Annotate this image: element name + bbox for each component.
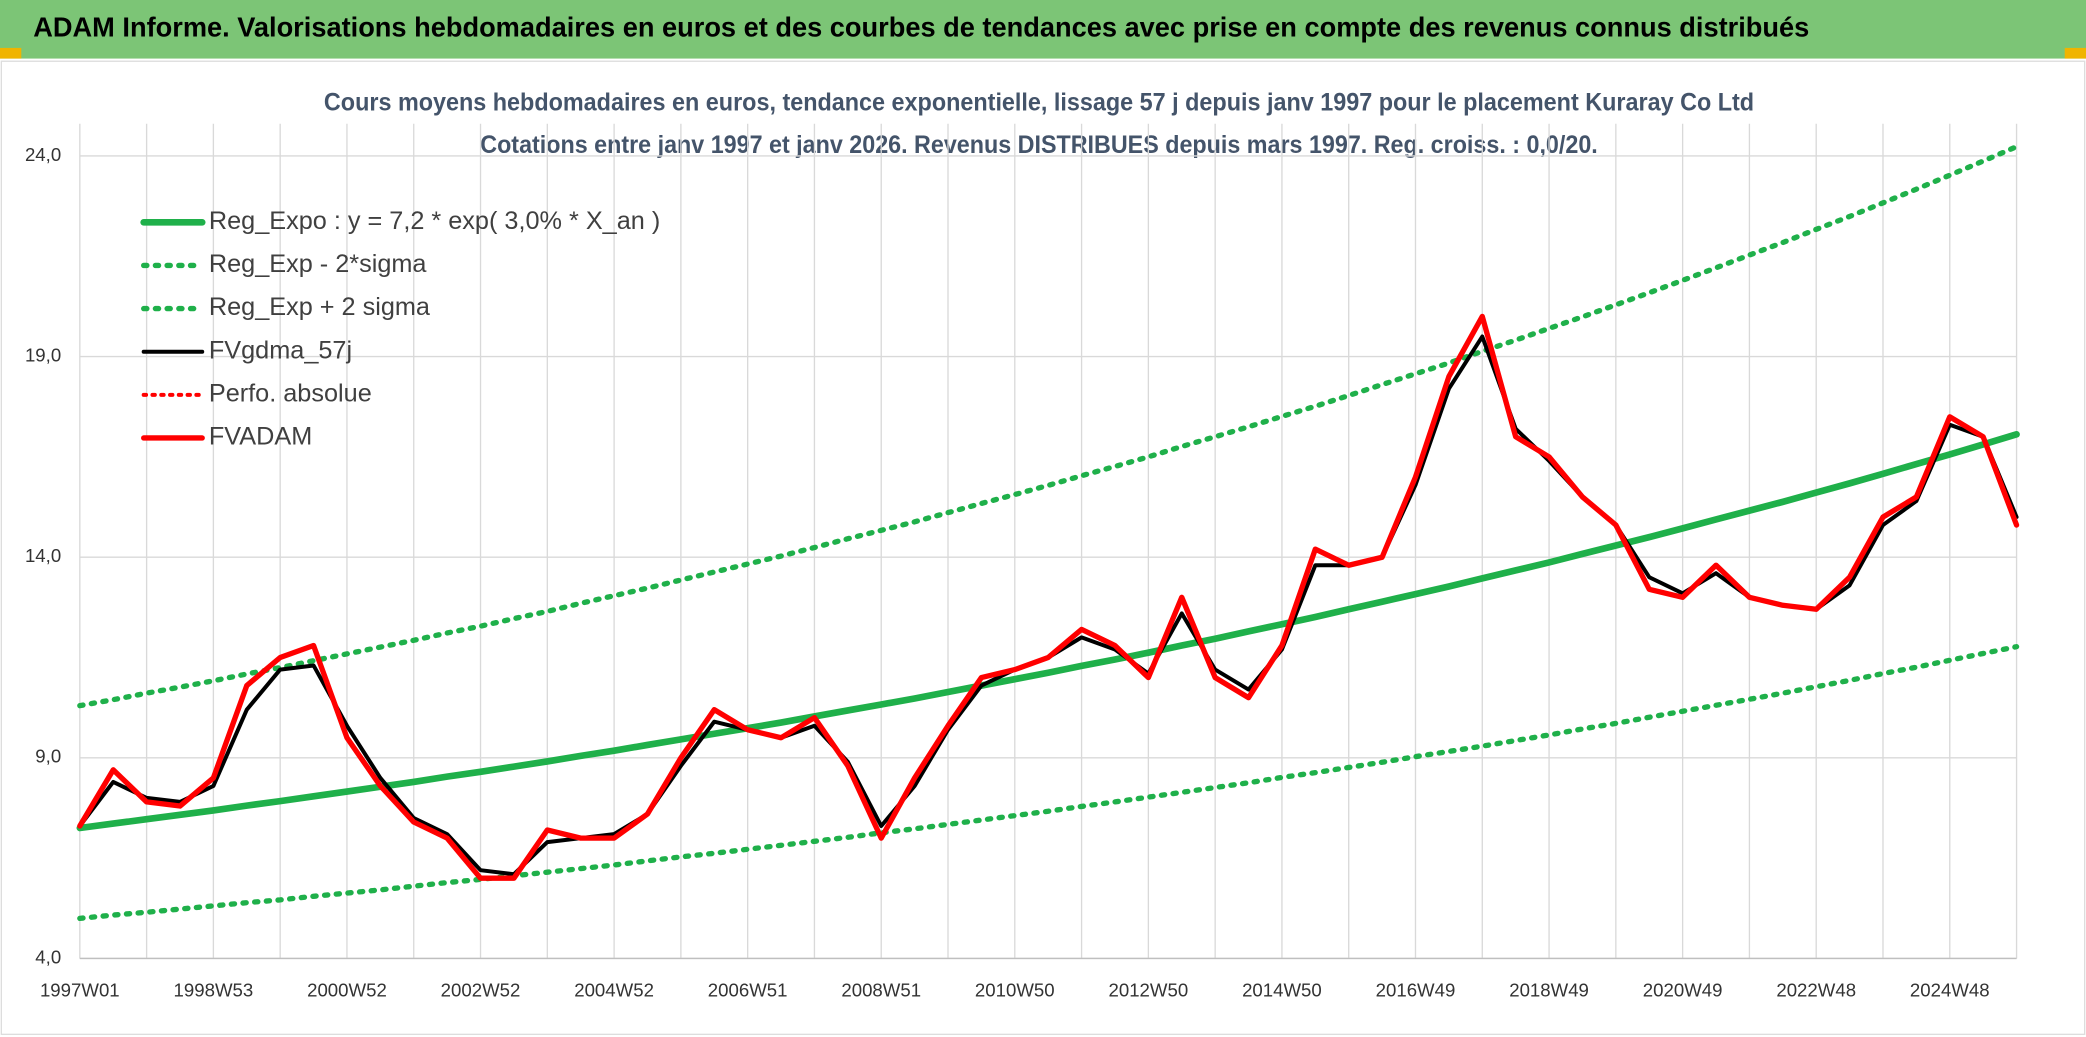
x-tick-label: 1997W01	[40, 980, 120, 1001]
legend-label: Reg_Exp - 2*sigma	[209, 250, 428, 278]
legend-label: Reg_Exp + 2 sigma	[209, 293, 431, 321]
series-line	[76, 431, 2020, 832]
legend-label: FVADAM	[209, 423, 312, 451]
legend-label: Perfo. absolue	[209, 379, 372, 407]
subtitle: Cours moyens hebdomadaires en euros, ten…	[324, 89, 1754, 117]
y-tick-label: 24,0	[25, 144, 61, 165]
corner	[2064, 47, 2086, 59]
x-tick-label: 1998W53	[174, 980, 254, 1001]
x-tick-label: 2002W52	[441, 980, 521, 1001]
x-tick-label: 2008W51	[841, 980, 921, 1001]
x-tick-label: 2014W50	[1242, 980, 1322, 1001]
header-bar	[0, 0, 2086, 59]
series-line	[77, 144, 2020, 709]
page-title: ADAM Informe. Valorisations hebdomadaire…	[33, 12, 1809, 43]
y-tick-label: 14,0	[25, 545, 61, 566]
x-tick-label: 2018W49	[1509, 980, 1589, 1001]
x-tick-label: 2000W52	[307, 980, 387, 1001]
x-tick-label: 2004W52	[574, 980, 654, 1001]
x-tick-label: 2010W50	[975, 980, 1055, 1001]
y-tick-label: 19,0	[25, 344, 61, 365]
x-tick-label: 2022W48	[1776, 980, 1856, 1001]
x-tick-label: 2024W48	[1910, 980, 1990, 1001]
corner	[0, 47, 22, 59]
legend-label: FVgdma_57j	[209, 336, 352, 364]
x-tick-label: 2020W49	[1643, 980, 1723, 1001]
y-tick-label: 4,0	[35, 946, 61, 967]
subtitle: Cotations entre janv 1997 et janv 2026. …	[480, 131, 1597, 159]
series-line	[77, 313, 2020, 881]
series-line	[77, 644, 2020, 922]
frame	[0, 60, 2086, 1036]
legend-label: Reg_Expo : y = 7,2 * exp( 3,0% * X_an )	[209, 207, 660, 235]
x-tick-label: 2016W49	[1376, 980, 1456, 1001]
x-tick-label: 2006W51	[708, 980, 788, 1001]
x-tick-label: 2012W50	[1109, 980, 1189, 1001]
y-tick-label: 9,0	[35, 746, 61, 767]
